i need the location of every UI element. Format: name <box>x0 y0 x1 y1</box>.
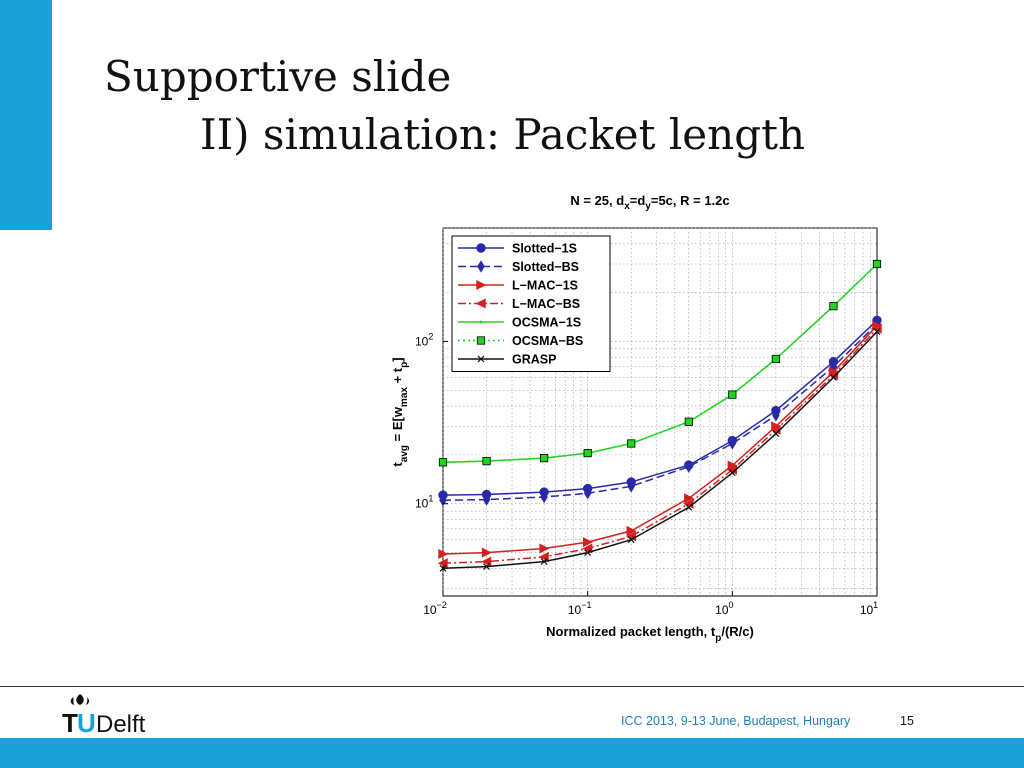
marker-triangle-right <box>684 493 695 504</box>
marker-triangle-left <box>475 298 486 309</box>
marker-triangle-right <box>476 279 487 291</box>
marker-x <box>483 563 490 570</box>
marker-diamond <box>439 494 447 507</box>
footer-bar <box>0 738 1024 768</box>
marker-diamond <box>627 480 636 493</box>
legend-label: GRASP <box>512 353 556 367</box>
chart-axis-labels: Normalized packet length, tp/(R/c) tavg =… <box>390 357 754 644</box>
legend-entry: GRASP <box>458 353 556 367</box>
marker-x <box>728 469 736 477</box>
x-tick-label: 10−2 <box>423 600 447 617</box>
series-line <box>442 323 878 502</box>
packet-length-chart: N = 25, dx=dy=5c, R = 1.2c 10−2 10−1 100 10… <box>390 193 883 644</box>
marker-square <box>482 457 491 466</box>
x-tick-label: 10−1 <box>568 600 592 617</box>
marker-diamond <box>482 493 491 506</box>
legend-entry: OCSMA−1S <box>458 316 581 330</box>
chart-legend: Slotted−1S Slotted−BS L−MAC−1S L−MAC−BS OCSM… <box>451 235 611 372</box>
chart-series <box>437 259 883 572</box>
marker-square <box>583 449 592 458</box>
legend-entry: Slotted−1S <box>458 242 577 256</box>
flame-icon <box>70 694 90 705</box>
marker-dot <box>479 320 483 324</box>
legend-label: Slotted−1S <box>512 242 577 256</box>
marker-x <box>873 328 881 336</box>
legend-entry: L−MAC−1S <box>458 279 578 293</box>
marker-square <box>627 439 636 448</box>
marker-x <box>439 564 447 572</box>
marker-square <box>771 354 780 364</box>
slide-title: Supportive slide <box>104 52 452 101</box>
legend-label: Slotted−BS <box>512 260 579 274</box>
series-line <box>442 331 878 570</box>
marker-triangle-left <box>437 558 448 569</box>
footer-divider <box>0 686 1024 687</box>
chart-title-group: N = 25, dx=dy=5c, R = 1.2c <box>570 193 729 212</box>
accent-bar <box>0 0 52 230</box>
x-tick-label: 101 <box>860 600 878 617</box>
marker-triangle-left <box>871 323 882 334</box>
legend-label: OCSMA−1S <box>512 316 581 330</box>
legend-entry: Slotted−BS <box>458 260 579 274</box>
legend-label: L−MAC−BS <box>512 297 580 311</box>
marker-square <box>872 259 882 269</box>
marker-square <box>438 458 448 467</box>
marker-diamond <box>583 487 592 500</box>
series-line <box>442 319 878 496</box>
tudelft-logo: T U Delft <box>62 694 146 736</box>
marker-square <box>829 302 838 311</box>
marker-square <box>684 417 693 426</box>
series-5 <box>438 259 882 467</box>
marker-diamond <box>772 409 780 422</box>
marker-diamond <box>540 490 548 504</box>
svg-text:T: T <box>62 708 78 736</box>
marker-triangle-right <box>481 547 492 558</box>
slide-subtitle: II) simulation: Packet length <box>200 110 806 159</box>
marker-square <box>476 336 486 345</box>
marker-diamond <box>728 437 737 450</box>
marker-x <box>772 430 780 438</box>
series-line <box>442 328 878 564</box>
marker-diamond <box>684 460 693 473</box>
legend-entry: OCSMA−BS <box>458 334 583 348</box>
page-number: 15 <box>900 714 914 728</box>
x-tick-label: 100 <box>715 600 733 617</box>
logo-wordmark: Delft <box>96 711 146 736</box>
marker-x <box>685 503 693 511</box>
marker-triangle-right <box>438 548 449 560</box>
marker-triangle-right <box>626 525 637 536</box>
legend-label: L−MAC−1S <box>512 279 578 293</box>
marker-square <box>728 390 737 399</box>
series-1 <box>439 317 881 507</box>
marker-x <box>830 374 837 381</box>
marker-triangle-right <box>539 543 550 554</box>
y-tick-label: 101 <box>415 494 433 511</box>
marker-square <box>540 454 549 463</box>
svg-text:U: U <box>77 708 96 736</box>
legend-entry: L−MAC−BS <box>458 297 580 311</box>
series-line <box>442 263 878 464</box>
chart-title: N = 25, dx=dy=5c, R = 1.2c <box>570 193 729 212</box>
series-line <box>442 325 878 555</box>
legend-label: OCSMA−BS <box>512 334 583 348</box>
y-axis-label: tavg = E[wmax + tp] <box>390 357 410 466</box>
marker-x <box>627 536 635 544</box>
y-tick-label: 102 <box>415 331 433 348</box>
marker-triangle-right <box>582 537 593 548</box>
marker-x <box>540 558 548 566</box>
marker-x <box>584 549 592 556</box>
x-axis-label: Normalized packet length, tp/(R/c) <box>546 624 754 644</box>
series-6 <box>439 328 881 572</box>
marker-diamond <box>477 260 485 273</box>
chart-ticks: 10−2 10−1 100 101 101 102 <box>415 331 878 617</box>
marker-circle <box>476 243 486 253</box>
marker-x <box>477 355 485 363</box>
footer-conference: ICC 2013, 9-13 June, Budapest, Hungary <box>621 714 851 728</box>
